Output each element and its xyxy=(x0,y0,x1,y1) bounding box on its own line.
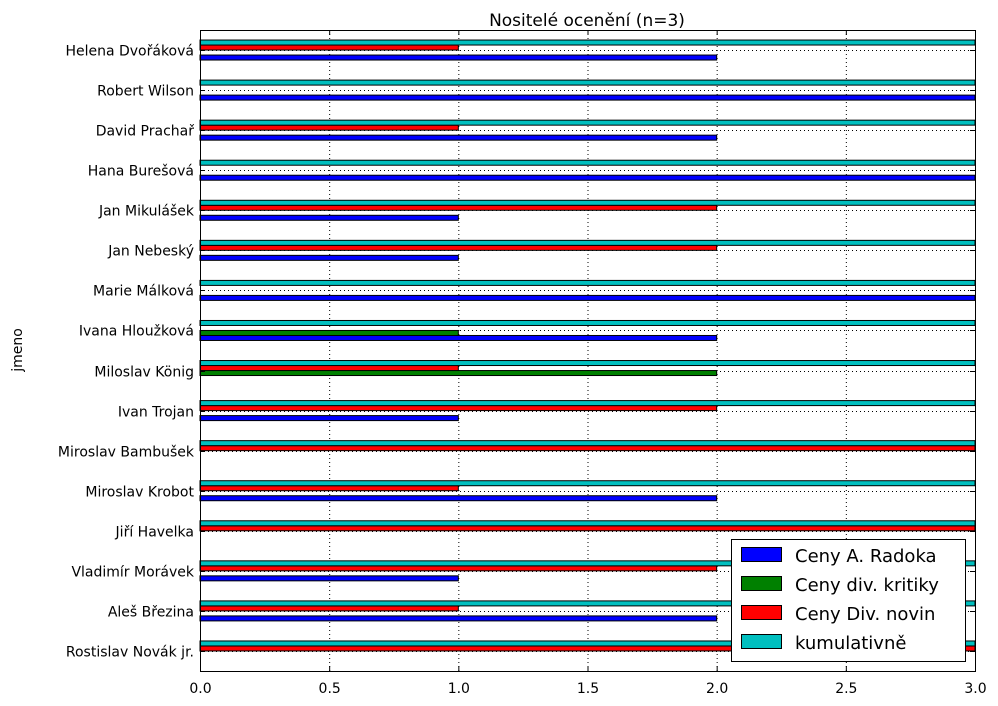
bar-ceny-div-novin xyxy=(199,565,718,572)
bar-ceny-a-radoka xyxy=(199,254,459,261)
x-tick-label: 0.0 xyxy=(189,681,211,697)
y-tick-label: Jan Nebeský xyxy=(107,244,194,260)
legend: Ceny A. Radoka Ceny div. kritiky Ceny Div.… xyxy=(731,539,966,662)
bar-ceny-a-radoka xyxy=(199,615,718,622)
bar-ceny-div-novin xyxy=(199,605,459,612)
bar-ceny-div-novin xyxy=(199,525,976,532)
x-tick-label: 0.5 xyxy=(319,681,341,697)
bar-ceny-div-novin xyxy=(199,44,459,51)
chart-title: Nositelé ocenění (n=3) xyxy=(489,11,685,31)
legend-label: kumulativně xyxy=(795,633,906,654)
ticks: 0.0 0.5 1.0 1.5 2.0 2.5 3.0 Rostislav Novák jr.… xyxy=(58,30,987,697)
bar-ceny-div-novin xyxy=(199,365,459,372)
legend-swatch xyxy=(741,547,782,562)
y-tick-label: Ivan Trojan xyxy=(118,405,194,421)
bar-ceny-div-kritiky xyxy=(199,329,459,336)
bar-ceny-div-novin xyxy=(199,445,976,452)
bar-kumulativn- xyxy=(199,159,976,166)
y-tick-label: David Prachař xyxy=(96,124,195,140)
bar-kumulativn- xyxy=(199,79,976,86)
y-tick-label: Miroslav Krobot xyxy=(85,485,194,501)
bar-kumulativn- xyxy=(199,520,976,527)
bar-ceny-a-radoka xyxy=(199,174,976,181)
x-tick-label: 2.0 xyxy=(706,681,728,697)
bar-ceny-a-radoka xyxy=(199,94,976,101)
y-tick-label: Helena Dvořáková xyxy=(65,44,194,60)
bar-ceny-div-novin xyxy=(199,124,459,131)
legend-swatch xyxy=(741,605,782,620)
legend-label: Ceny div. kritiky xyxy=(795,575,939,596)
legend-swatch xyxy=(741,576,782,591)
y-tick-label: Aleš Březina xyxy=(108,605,194,621)
legend-label: Ceny A. Radoka xyxy=(795,546,937,567)
x-tick-label: 2.5 xyxy=(835,681,857,697)
y-tick-label: Robert Wilson xyxy=(97,84,194,100)
bar-ceny-div-novin xyxy=(199,244,718,251)
y-tick-label: Vladimír Morávek xyxy=(71,565,194,581)
y-tick-label: Miloslav König xyxy=(94,365,194,381)
legend-swatch xyxy=(741,634,782,649)
legend-label: Ceny Div. novin xyxy=(795,604,935,625)
y-tick-label: Jiří Havelka xyxy=(115,525,194,541)
bar-ceny-div-novin xyxy=(199,405,718,412)
bar-ceny-a-radoka xyxy=(199,575,459,582)
bar-kumulativn- xyxy=(199,480,976,487)
bar-ceny-a-radoka xyxy=(199,214,459,221)
bar-kumulativn- xyxy=(199,360,976,367)
bar-kumulativn- xyxy=(199,400,976,407)
bar-kumulativn- xyxy=(199,39,976,46)
y-tick-label: Ivana Hloužková xyxy=(79,324,194,340)
x-tick-label: 3.0 xyxy=(964,681,986,697)
bar-ceny-div-novin xyxy=(199,485,459,492)
bar-kumulativn- xyxy=(199,319,976,326)
y-tick-label: Jan Mikulášek xyxy=(98,204,195,220)
y-tick-label: Marie Málková xyxy=(93,284,194,300)
y-tick-label: Miroslav Bambušek xyxy=(58,445,195,461)
bar-kumulativn- xyxy=(199,199,976,206)
bar-ceny-a-radoka xyxy=(199,334,718,341)
bar-ceny-a-radoka xyxy=(199,294,976,301)
bar-kumulativn- xyxy=(199,279,976,286)
y-tick-label: Rostislav Novák jr. xyxy=(66,645,194,661)
bar-ceny-div-novin xyxy=(199,204,718,211)
bar-kumulativn- xyxy=(199,440,976,447)
bar-ceny-a-radoka xyxy=(199,54,718,61)
bar-kumulativn- xyxy=(199,119,976,126)
bar-ceny-a-radoka xyxy=(199,415,459,422)
bar-ceny-div-kritiky xyxy=(199,370,718,377)
bar-ceny-a-radoka xyxy=(199,134,718,141)
bar-ceny-a-radoka xyxy=(199,495,718,502)
bar-kumulativn- xyxy=(199,239,976,246)
y-tick-label: Hana Burešová xyxy=(88,164,194,180)
x-tick-label: 1.5 xyxy=(577,681,599,697)
x-tick-label: 1.0 xyxy=(448,681,470,697)
y-axis-label: jmeno xyxy=(10,328,26,373)
